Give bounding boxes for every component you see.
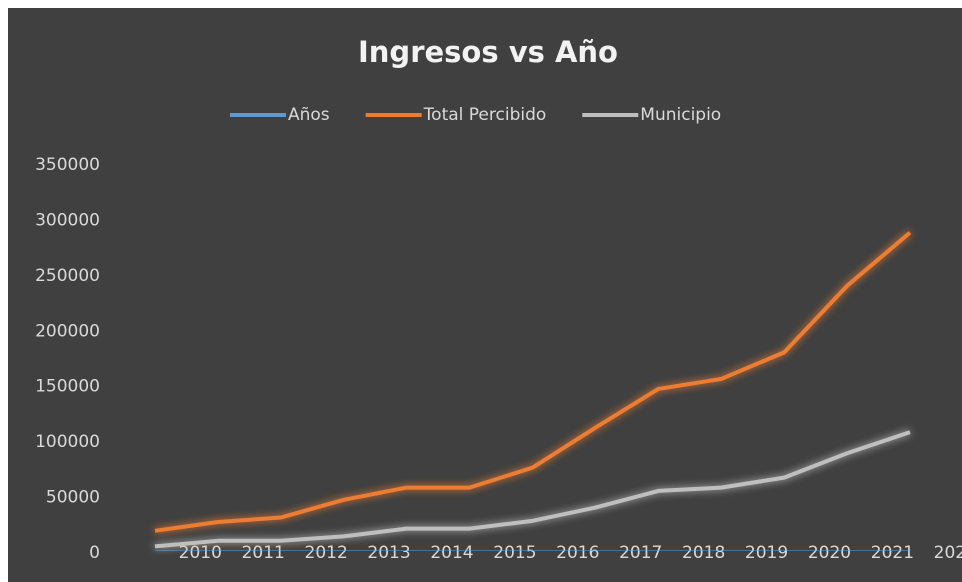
y-tick-label: 200000 [35,321,100,341]
y-tick-label: 250000 [35,266,100,286]
series-line [154,231,912,533]
y-tick-label: 100000 [35,432,100,452]
chart-background [8,8,962,582]
series-line [154,430,911,549]
y-tick-label: 50000 [46,488,100,508]
x-tick-label: 2021 [871,543,914,563]
y-tick-label: 350000 [35,155,100,175]
x-tick-label: 2019 [745,543,788,563]
x-tick-label: 2011 [242,543,285,563]
x-tick-label: 2014 [430,543,473,563]
y-tick-label: 150000 [35,377,100,397]
x-tick-label: 2018 [682,543,725,563]
y-tick-label: 300000 [35,210,100,230]
x-tick-label: 2015 [493,543,536,563]
x-tick-label: 2013 [367,543,410,563]
legend-label: Total Percibido [423,105,547,125]
x-tick-label: 2020 [808,543,851,563]
chart-title: Ingresos vs Año [358,35,618,69]
x-tick-label: 2012 [305,543,348,563]
x-tick-label: 2016 [556,543,599,563]
legend-label: Municipio [640,105,721,125]
x-tick-label: 2022 [934,543,962,563]
x-tick-label: 2010 [179,543,222,563]
legend-label: Años [288,105,330,125]
x-tick-label: 2017 [619,543,662,563]
y-tick-label: 0 [89,543,100,563]
